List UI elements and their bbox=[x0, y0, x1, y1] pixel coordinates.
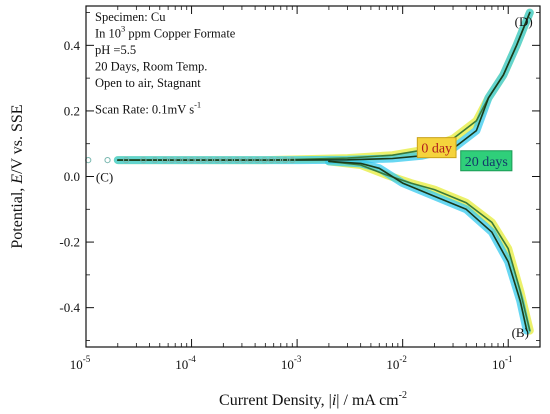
x-tick-base: 10 bbox=[175, 357, 188, 372]
scatter-point bbox=[226, 157, 233, 164]
info-line: 20 Days, Room Temp. bbox=[95, 60, 207, 74]
info-line-sup: 3 bbox=[121, 24, 125, 34]
info-line: Specimen: Cu bbox=[95, 10, 166, 24]
scatter-point bbox=[282, 157, 289, 164]
y-axis-title-italic: E bbox=[9, 174, 26, 185]
y-tick-label: 0.0 bbox=[64, 169, 80, 184]
scatter-point bbox=[104, 157, 111, 164]
x-tick-label: 10-5 bbox=[70, 354, 91, 372]
point-label: (D) bbox=[515, 14, 533, 29]
scatter-point bbox=[151, 157, 159, 164]
scatter-point bbox=[200, 157, 207, 164]
scatter-point bbox=[268, 157, 275, 164]
scatter-point bbox=[233, 157, 241, 164]
info-line: Scan Rate: 0.1mV s bbox=[95, 103, 194, 117]
x-tick-base: 10 bbox=[386, 357, 399, 372]
scatter-point bbox=[161, 157, 169, 164]
annotations: Specimen: Cu In 103 ppm Copper Formate pH … bbox=[95, 10, 533, 340]
tick-labels: 10-5 10-4 10-3 10-2 10-1-0.4-0.20.00.20.4 bbox=[59, 38, 512, 372]
info-line-after: ppm Copper Formate bbox=[125, 27, 236, 41]
info-block: Specimen: Cu In 103 ppm Copper Formate pH … bbox=[95, 10, 236, 117]
scatter-point bbox=[289, 157, 296, 164]
x-axis-title-prefix: Current Density, | bbox=[219, 392, 332, 409]
x-axis-title: Current Density, |i| / mA cm-2 bbox=[219, 390, 407, 409]
series-label-box bbox=[416, 137, 457, 159]
scatter-point bbox=[175, 157, 182, 164]
x-tick-base: 10 bbox=[70, 357, 83, 372]
info-line-sup: -1 bbox=[194, 100, 201, 110]
x-tick-exp: -1 bbox=[505, 354, 513, 364]
y-tick-label: -0.4 bbox=[59, 300, 80, 315]
series-label-text: 0 day bbox=[421, 142, 452, 157]
series-label-box bbox=[460, 150, 513, 172]
scatter-point bbox=[214, 157, 221, 164]
y-tick-label: 0.2 bbox=[64, 103, 80, 118]
x-tick-exp: -3 bbox=[294, 354, 302, 364]
scatter-point bbox=[240, 157, 247, 164]
series-label-1: 20 days bbox=[460, 150, 513, 172]
scatter-point bbox=[261, 157, 268, 164]
scatter-point bbox=[140, 157, 147, 164]
y-axis-title-prefix: Potential, bbox=[9, 184, 26, 249]
x-tick-label: 10-4 bbox=[175, 354, 196, 372]
scatter-point bbox=[182, 157, 189, 164]
y-axis-title: Potential, E/V vs. SSE bbox=[9, 104, 26, 248]
info-line: pH =5.5 bbox=[95, 43, 136, 57]
x-axis-title-italic: i bbox=[332, 392, 336, 409]
x-tick-base: 10 bbox=[492, 357, 505, 372]
scatter-point bbox=[254, 157, 261, 164]
x-tick-base: 10 bbox=[281, 357, 294, 372]
y-axis-title-suffix: /V vs. SSE bbox=[9, 104, 26, 174]
y-tick-label: -0.2 bbox=[59, 235, 80, 250]
scatter-point bbox=[188, 157, 195, 164]
y-tick-label: 0.4 bbox=[64, 38, 81, 53]
scatter-point bbox=[207, 157, 214, 164]
x-tick-exp: -5 bbox=[83, 354, 91, 364]
series-0-cathodic-line bbox=[328, 160, 531, 332]
x-tick-label: 10-1 bbox=[492, 354, 513, 372]
scatter-points bbox=[85, 157, 296, 164]
x-tick-label: 10-2 bbox=[386, 354, 407, 372]
x-axis-title-sup: -2 bbox=[399, 390, 407, 401]
scatter-point bbox=[274, 157, 282, 164]
info-line: In 10 bbox=[95, 27, 121, 41]
x-tick-label: 10-3 bbox=[281, 354, 302, 372]
plot-frame bbox=[85, 5, 541, 348]
x-tick-exp: -4 bbox=[188, 354, 196, 364]
series-1-cathodic-line bbox=[328, 160, 528, 332]
series-label-text: 20 days bbox=[465, 155, 508, 170]
axis-ticks bbox=[85, 6, 541, 347]
scatter-point bbox=[220, 157, 227, 164]
x-axis-title-mid: | / mA cm bbox=[336, 392, 399, 409]
scatter-point bbox=[168, 157, 175, 164]
point-label: (B) bbox=[512, 325, 529, 340]
info-line: Open to air, Stagnant bbox=[95, 76, 201, 90]
x-tick-exp: -2 bbox=[399, 354, 407, 364]
point-label: (C) bbox=[96, 170, 113, 185]
series-label-0: 0 day bbox=[416, 137, 457, 159]
scatter-point bbox=[247, 157, 254, 164]
scatter-point bbox=[123, 157, 130, 164]
